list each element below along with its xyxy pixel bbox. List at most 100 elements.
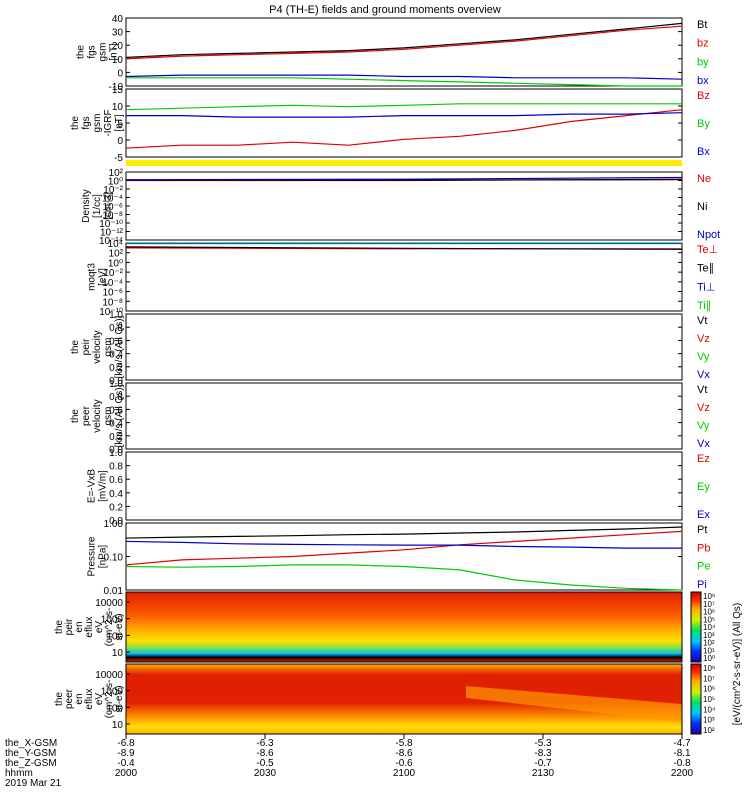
date-label: 2019 Mar 21 [5,778,62,789]
y-axis-label: thefgsgsm-IGRF[nT] [70,109,125,136]
colorbar-tick-label: 10⁶ [703,685,715,694]
plot-title: P4 (TH-E) fields and ground moments over… [269,4,501,16]
y-tick-label: 5 [117,119,123,130]
x-tick-label: -0.6 [395,758,413,769]
colorbar-tick-label: 10² [703,726,715,735]
x-tick-label: 2030 [254,768,277,779]
colorbar-tick-label: 10⁵ [703,615,715,624]
x-row-label: the_Y-GSM [5,748,56,759]
x-tick-label: -0.5 [256,758,274,769]
x-tick-label: -0.4 [117,758,135,769]
legend-Te∥: Te∥ [697,263,714,275]
y-tick-label: 0 [117,136,123,147]
legend-Npot: Npot [697,229,720,241]
series-Bx [126,112,683,118]
colorbar-tick-label: 10⁷ [703,674,715,683]
legend-Bz: Bz [697,90,710,102]
y-tick-label: 0.0 [109,376,123,387]
y-axis-label: thefgsgsm[nT] [76,43,120,62]
y-tick-label: 0.01 [104,586,124,597]
y-tick-label: 1.0 [109,310,123,321]
x-tick-label: -8.9 [117,748,135,759]
colorbar-tick-label: 10⁵ [703,695,715,704]
legend-Pt: Pt [697,524,707,536]
y-tick-label: 10 [112,55,124,66]
y-axis-label: thepeervelocitygsm[km/s (All Qs)] [70,384,125,447]
spectrogram-peer_eflux: 10000 1000 100 10thepeerenefluxeV(cm^2-s-sr… [54,663,716,735]
legend-Vy: Vy [697,351,710,363]
colorbar-tick-label: 10⁸ [703,664,715,673]
y-tick-label: 10⁻² [103,268,123,279]
y-tick-label: 0.6 [109,475,123,486]
y-tick-label: 10⁻⁶ [102,288,123,299]
legend-Ni: Ni [697,201,707,213]
panel-fgs: 40 30 20 10 0 -10 thefgsgsm[nT] Bt bz by bx [76,14,710,93]
y-tick-label: 1000 [101,615,124,626]
series-Npot [125,176,683,181]
y-axis-label: thepeirenefluxeV(cm^2-s-sr-eV) [54,608,125,647]
y-tick-label: 10⁰ [108,177,123,188]
legend-Ti∥: Ti∥ [697,300,711,312]
legend-Ne: Ne [697,173,711,185]
spectrogram-panels: 10000100010010thepeirenefluxeV(cm^2-s-sr… [54,591,743,735]
x-tick-label: -0.8 [673,758,691,769]
y-tick-label: 0.8 [109,462,123,473]
colorbar [690,591,702,663]
y-tick-label: 0.0 [109,445,123,456]
y-tick-label: 0.4 [109,350,123,361]
colorbar-tick-label: 10² [703,639,715,648]
y-tick-label: -10 [109,82,124,93]
colorbar-tick-label: 10⁸ [703,592,715,601]
legend-Ez: Ez [697,453,710,465]
panel-frame [125,171,683,241]
series-Bt [125,22,683,58]
y-tick-label: 0.6 [109,336,123,347]
x-tick-label: -8.6 [256,748,274,759]
legend-Te⊥: Te⊥ [697,244,718,256]
y-tick-label: 40 [112,14,124,25]
spectrogram-image [126,592,682,662]
legend-bz: bz [697,38,709,50]
y-tick-label: 10⁰ [108,258,123,269]
y-axis-label: thepeirvelocitygsm[km/s (All Qs)] [70,315,125,378]
y-tick-label: 0.10 [104,553,124,564]
panel-peir_velocity: 1.0 0.8 0.6 0.4 0.2 0.0thepeirvelocitygsm[km/… [70,310,710,387]
y-tick-label: 10 [112,648,124,659]
y-tick-label: 0.4 [109,489,123,500]
spectrogram-frame [125,591,683,663]
y-axis-label: Pressure[nPa] [87,536,109,576]
colorbar-label: [eV/(cm^2-s-sr-eV)] (All Qs) [732,603,743,725]
quality-flag-bar [126,160,682,166]
y-tick-label: 30 [112,28,124,39]
series-Bz [125,109,683,149]
series-bz [125,25,683,60]
y-tick-label: 10 [112,102,124,113]
y-tick-label: 0.8 [109,392,123,403]
series-Pi [125,540,682,549]
series-By [125,103,682,111]
x-axis-labels: the_X-GSM -6.8 -6.3 -5.8 -5.3 -4.7 the_Y-GSM -8… [5,734,694,789]
y-tick-label: 10² [109,249,124,260]
y-tick-label: 10⁻⁸ [102,211,123,222]
x-row-label: the_X-GSM [5,738,57,749]
legend-Pi: Pi [697,579,707,591]
y-tick-label: 10⁻⁶ [102,202,123,213]
y-tick-label: 10⁻⁴ [102,278,123,289]
legend-Vx: Vx [697,369,710,381]
panel-frame [125,522,683,591]
legend-Ey: Ey [697,481,710,493]
y-tick-label: 10000 [95,670,123,681]
panel-peer_velocity: 1.0 0.8 0.6 0.4 0.2 0.0thepeervelocitygsm[km/… [70,379,710,456]
series-Te∥ [125,246,683,250]
colorbar-tick-label: 10³ [703,631,715,640]
y-tick-label: 10⁻¹⁰ [99,219,123,230]
series-Pe [125,564,683,591]
legend-By: By [697,118,710,130]
x-tick-label: -6.8 [117,738,135,749]
y-tick-label: 0.2 [109,502,123,513]
y-tick-label: 10⁻² [103,185,123,196]
panel-fgs_dsl: 15 10 5 0 -5 thefgsgsm-IGRF[nT] Bz By Bx [70,85,710,164]
legend-Vz: Vz [697,333,710,345]
colorbar-tick-label: 10¹ [703,646,715,655]
